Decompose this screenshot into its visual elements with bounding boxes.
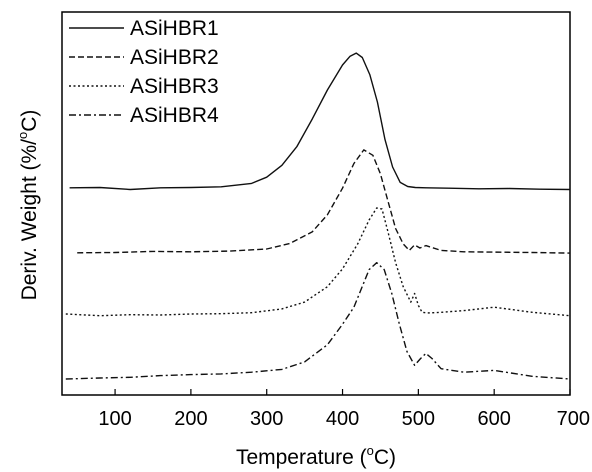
y-axis-label-main: Deriv. Weight (%/ [18,139,41,301]
legend-label-4: ASiHBR4 [130,104,219,127]
x-tick-label: 200 [174,408,207,430]
series-line-2 [77,149,571,254]
series-layer [65,52,571,380]
series-line-1 [69,52,571,191]
y-axis-label-degree: o [15,132,30,139]
x-axis-label-unit: C) [374,446,396,469]
x-axis-label-main: Temperature ( [236,446,367,469]
x-tick-label: 500 [402,408,435,430]
legend-label-3: ASiHBR3 [130,75,219,98]
legend-label-2: ASiHBR2 [130,46,219,69]
plot-frame [61,11,571,396]
legend-label-1: ASiHBR1 [130,17,219,40]
x-tick-label: 400 [326,408,359,430]
legend: ASiHBR1 ASiHBR2 ASiHBR3 ASiHBR4 [69,17,219,127]
y-axis-label: Deriv. Weight (%/oC) [15,110,41,301]
x-axis-label-degree: o [367,443,374,458]
x-axis-label: Temperature (oC) [236,443,396,469]
series-line-3 [65,207,571,317]
x-tick-label: 700 [557,408,590,430]
x-tick-label: 600 [477,408,510,430]
x-tick-label: 300 [250,408,283,430]
x-axis-ticks: 100 200 300 400 500 600 700 [98,389,590,430]
y-axis-label-unit: C) [18,110,41,132]
series-line-4 [65,262,571,380]
x-tick-label: 100 [98,408,131,430]
